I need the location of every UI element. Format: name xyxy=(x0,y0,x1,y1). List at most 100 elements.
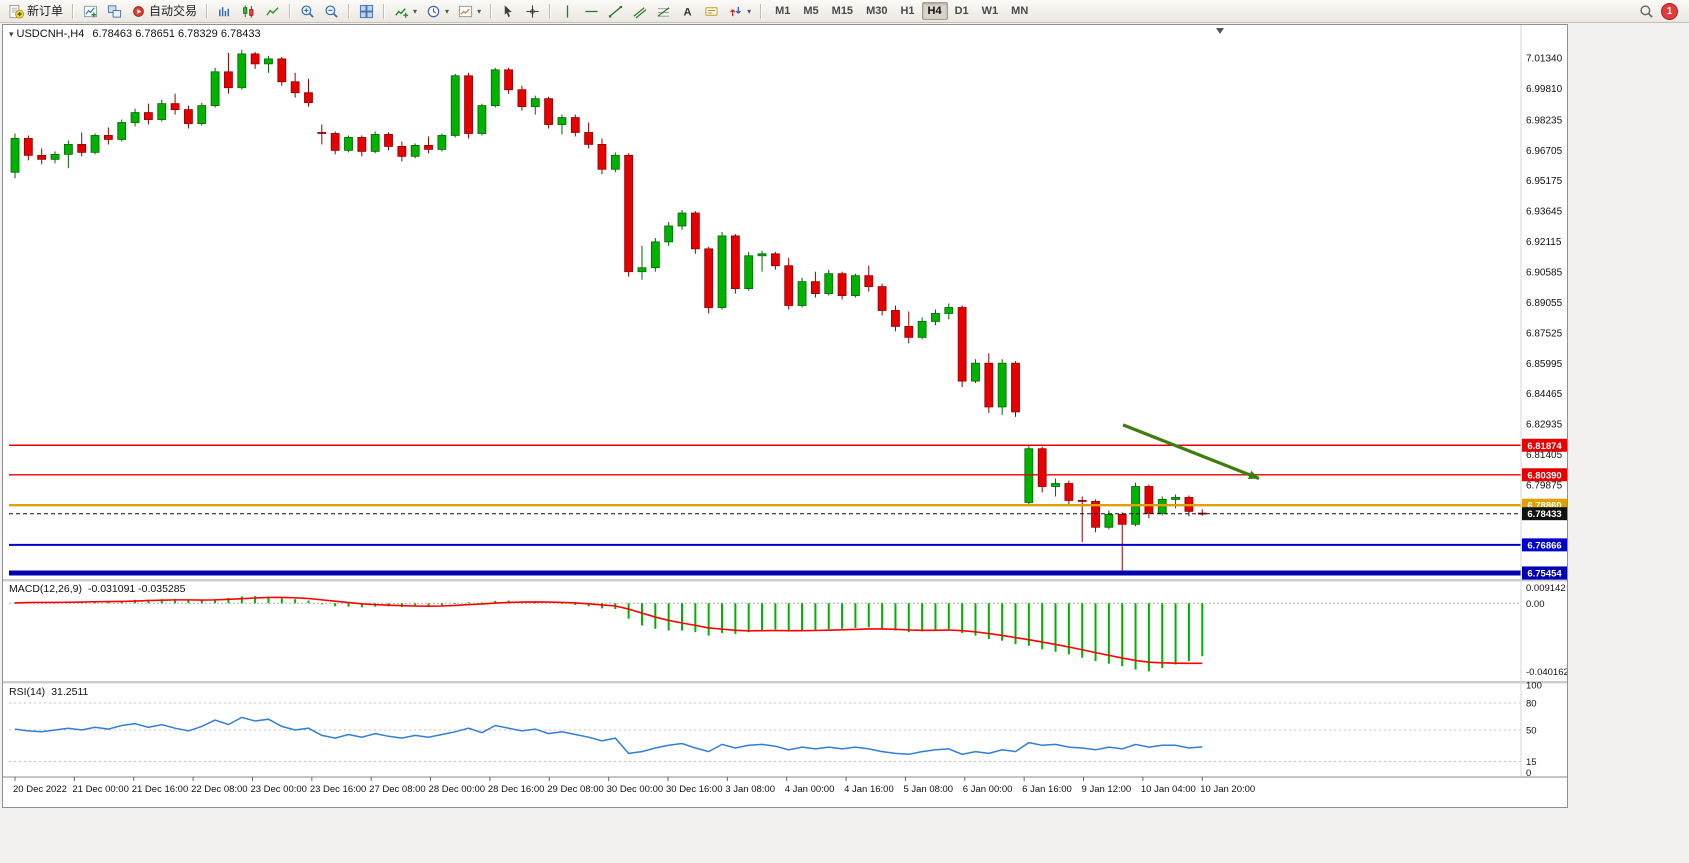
tile-windows-button[interactable] xyxy=(355,0,378,22)
text-button[interactable]: A xyxy=(676,0,699,22)
svg-text:6 Jan 00:00: 6 Jan 00:00 xyxy=(963,784,1013,795)
new-order-button[interactable]: 新订单 xyxy=(5,0,67,22)
fibonacci-icon xyxy=(657,6,670,17)
macd-axis-label: 0.00 xyxy=(1526,599,1545,610)
rsi-axis-label: 80 xyxy=(1526,699,1537,710)
svg-text:23 Dec 00:00: 23 Dec 00:00 xyxy=(250,784,307,795)
timeframe-m1[interactable]: M1 xyxy=(775,5,791,17)
line-chart-icon xyxy=(266,6,279,16)
trendline-button[interactable] xyxy=(604,0,627,22)
zoom-in-button[interactable] xyxy=(296,0,319,22)
rsi-axis-label: 0 xyxy=(1526,768,1531,779)
zoom-out-button[interactable] xyxy=(320,0,343,22)
chart-canvas[interactable]: 7.01340 6.99810 6.98235 6.96705 6.95175 6.936… xyxy=(3,25,1567,807)
vertical-line-icon xyxy=(566,4,569,18)
macd-axis-label: 0.009142 xyxy=(1526,583,1566,594)
svg-text:6.89055: 6.89055 xyxy=(1526,298,1563,309)
fibonacci-button[interactable] xyxy=(652,0,675,22)
autotrading-button[interactable]: 自动交易 xyxy=(127,0,201,22)
price-tag xyxy=(1522,468,1567,482)
search-button[interactable] xyxy=(1635,0,1658,22)
trend-arrow[interactable] xyxy=(1122,423,1260,481)
bar-chart-button[interactable] xyxy=(213,0,236,22)
timeframe-d1[interactable]: D1 xyxy=(954,5,969,17)
vertical-line-button[interactable] xyxy=(556,0,579,22)
zoom-in-icon xyxy=(301,4,314,18)
svg-text:23 Dec 16:00: 23 Dec 16:00 xyxy=(310,784,367,795)
svg-text:7.01340: 7.01340 xyxy=(1526,54,1563,65)
crosshair-button[interactable] xyxy=(521,0,544,22)
new-order-label: 新订单 xyxy=(27,4,64,18)
svg-text:6.87525: 6.87525 xyxy=(1526,328,1563,339)
price-tag xyxy=(1522,566,1567,580)
svg-text:6.93645: 6.93645 xyxy=(1526,207,1563,218)
svg-text:22 Dec 08:00: 22 Dec 08:00 xyxy=(191,784,248,795)
svg-text:6.82935: 6.82935 xyxy=(1526,420,1563,431)
new-chart-button[interactable] xyxy=(79,0,102,22)
chart-window[interactable]: 7.01340 6.99810 6.98235 6.96705 6.95175 6.936… xyxy=(2,24,1568,808)
rsi-axis-label: 15 xyxy=(1526,757,1537,768)
horizontal-line-button[interactable] xyxy=(580,0,603,22)
svg-text:28 Dec 00:00: 28 Dec 00:00 xyxy=(429,784,486,795)
new-chart-icon xyxy=(83,5,98,17)
rsi-line xyxy=(14,716,1203,756)
svg-text:21 Dec 16:00: 21 Dec 16:00 xyxy=(132,784,189,795)
cursor-button[interactable] xyxy=(497,0,520,22)
svg-text:10 Jan 20:00: 10 Jan 20:00 xyxy=(1200,784,1255,795)
channel-button[interactable] xyxy=(628,0,651,22)
chevron-down-icon: ▾ xyxy=(445,6,450,16)
ohlc-info-line: ▾ USDCNH-,H4 6.78463 6.78651 6.78329 6.784… xyxy=(9,28,261,40)
svg-text:6.80390: 6.80390 xyxy=(1527,470,1561,481)
search-icon xyxy=(1640,4,1653,18)
profiles-icon xyxy=(107,4,122,18)
rsi-axis-label: 50 xyxy=(1526,726,1537,737)
indicators-button[interactable]: ▾ xyxy=(390,0,421,22)
macd-axis-label: -0.040162 xyxy=(1526,667,1567,678)
chevron-down-icon: ▾ xyxy=(747,6,752,16)
candlestick-chart-button[interactable] xyxy=(237,0,260,22)
arrows-icon xyxy=(730,6,742,16)
svg-text:3 Jan 08:00: 3 Jan 08:00 xyxy=(725,784,775,795)
toolbar-separator xyxy=(72,3,75,19)
toolbar-separator xyxy=(760,3,763,19)
price-axis[interactable]: 7.01340 6.99810 6.98235 6.96705 6.95175 6.936… xyxy=(1526,54,1563,492)
arrows-button[interactable]: ▾ xyxy=(724,0,755,22)
text-label-button[interactable] xyxy=(700,0,723,22)
svg-text:6.75454: 6.75454 xyxy=(1527,568,1562,579)
channel-icon xyxy=(633,6,647,19)
svg-text:6.76866: 6.76866 xyxy=(1527,540,1561,551)
clock-icon xyxy=(427,5,440,17)
toolbar-separator xyxy=(549,3,552,19)
svg-text:20 Dec 2022: 20 Dec 2022 xyxy=(13,784,67,795)
rsi-name: RSI(14) xyxy=(9,686,46,698)
timeframe-w1[interactable]: W1 xyxy=(981,5,999,17)
macd-name: MACD(12,26,9) xyxy=(9,583,82,595)
crosshair-icon xyxy=(526,4,539,18)
timeframe-h4[interactable]: H4 xyxy=(921,2,948,20)
horizontal-line-icon xyxy=(585,10,598,12)
templates-button[interactable]: ▾ xyxy=(454,0,485,22)
svg-text:6.78860: 6.78860 xyxy=(1527,501,1561,512)
timeframe-m30[interactable]: M30 xyxy=(866,5,888,17)
notification-badge[interactable]: 1 xyxy=(1661,2,1678,20)
line-chart-button[interactable] xyxy=(261,0,284,22)
svg-text:6.98235: 6.98235 xyxy=(1526,115,1563,126)
svg-text:6.92115: 6.92115 xyxy=(1526,237,1562,248)
indicators-icon xyxy=(395,7,409,18)
svg-text:21 Dec 00:00: 21 Dec 00:00 xyxy=(72,784,129,795)
timeframe-h1[interactable]: H1 xyxy=(900,5,915,17)
svg-text:4 Jan 00:00: 4 Jan 00:00 xyxy=(785,784,835,795)
svg-text:29 Dec 08:00: 29 Dec 08:00 xyxy=(547,784,604,795)
time-axis[interactable]: 20 Dec 2022 21 Dec 00:00 21 Dec 16:00 22 De… xyxy=(13,777,1255,795)
chart-shift-marker[interactable] xyxy=(1216,28,1224,34)
timeframe-mn[interactable]: MN xyxy=(1011,5,1029,17)
one-click-trading-toggle[interactable]: ▾ xyxy=(9,29,14,39)
svg-text:6.96705: 6.96705 xyxy=(1526,146,1563,157)
periods-button[interactable]: ▾ xyxy=(422,0,453,22)
timeframe-m5[interactable]: M5 xyxy=(803,5,819,17)
new-order-icon xyxy=(9,4,24,19)
svg-text:6.81405: 6.81405 xyxy=(1526,450,1563,461)
profiles-button[interactable] xyxy=(103,0,126,22)
timeframe-m15[interactable]: M15 xyxy=(831,5,854,17)
